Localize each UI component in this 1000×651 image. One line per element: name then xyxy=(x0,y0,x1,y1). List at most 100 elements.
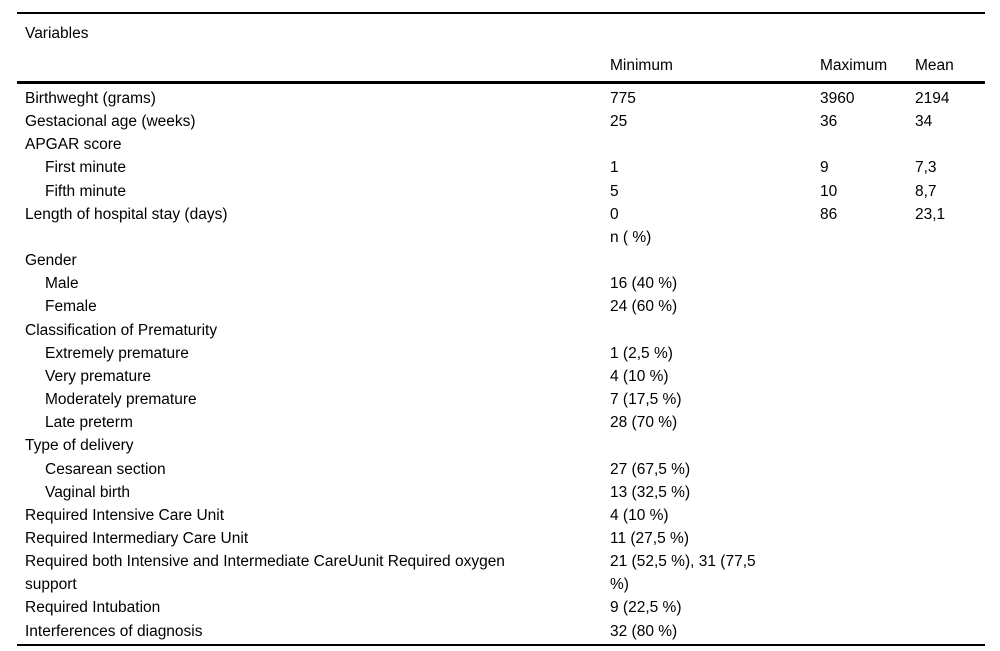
table-row: First minute 1 9 7,3 xyxy=(17,156,985,179)
row-label xyxy=(17,226,530,249)
row-label: Required Intubation xyxy=(25,599,161,617)
row-min-value: 775 xyxy=(610,90,636,107)
table-row: Male 16 (40 %) xyxy=(17,272,985,295)
row-max-value xyxy=(820,226,915,249)
table-row: Female 24 (60 %) xyxy=(17,295,985,318)
row-mean-value xyxy=(915,319,985,342)
row-label: Gender xyxy=(25,252,77,270)
table-top-rule xyxy=(17,12,985,14)
row-mean-value xyxy=(915,434,985,457)
row-max-value xyxy=(820,550,915,573)
row-min-value: 24 (60 %) xyxy=(610,298,678,316)
table-row: Extremely premature 1 (2,5 %) xyxy=(17,342,985,365)
row-label: Male xyxy=(45,275,79,293)
table-row: APGAR score xyxy=(17,133,985,156)
row-min-value: 1 xyxy=(610,159,619,177)
row-label: Type of delivery xyxy=(25,437,134,455)
row-mean-value xyxy=(915,272,985,295)
row-mean-value xyxy=(915,620,985,643)
row-mean-value xyxy=(915,481,985,504)
row-label: Vaginal birth xyxy=(45,483,131,501)
row-mean-value xyxy=(915,458,985,481)
row-label: Required Intermediary Care Unit xyxy=(25,529,249,547)
row-min-value: 13 (32,5 %) xyxy=(610,483,691,501)
row-min-value: 28 (70 %) xyxy=(610,414,678,432)
table-row: Moderately premature 7 (17,5 %) xyxy=(17,388,985,411)
row-mean-value: 2194 xyxy=(915,90,950,107)
table-row: Required both Intensive and Intermediate… xyxy=(17,550,985,596)
row-max-value xyxy=(820,434,915,457)
row-label: Very premature xyxy=(45,367,151,385)
table-row: Fifth minute 5 10 8,7 xyxy=(17,180,985,203)
table-row: Interferences of diagnosis 32 (80 %) xyxy=(17,620,985,643)
column-header-minimum: Minimum xyxy=(610,57,673,74)
row-max-value xyxy=(820,295,915,318)
row-max-value: 9 xyxy=(820,159,829,177)
row-min-value: 4 (10 %) xyxy=(610,367,669,385)
row-max-value xyxy=(820,133,915,156)
row-mean-value xyxy=(915,133,985,156)
table-header-rule xyxy=(17,81,985,84)
row-min-value: 16 (40 %) xyxy=(610,275,678,293)
table-row: Very premature 4 (10 %) xyxy=(17,365,985,388)
table-row: Required Intermediary Care Unit 11 (27,5… xyxy=(17,527,985,550)
row-mean-value xyxy=(915,342,985,365)
row-max-value: 36 xyxy=(820,113,838,131)
row-min-value xyxy=(610,434,768,457)
row-mean-value xyxy=(915,295,985,318)
row-mean-value: 34 xyxy=(915,113,933,131)
row-label: APGAR score xyxy=(25,136,122,154)
row-min-value: 5 xyxy=(610,182,619,200)
row-mean-value xyxy=(915,504,985,527)
row-label: Classification of Prematurity xyxy=(25,321,218,339)
row-max-value xyxy=(820,342,915,365)
table-row: Cesarean section 27 (67,5 %) xyxy=(17,458,985,481)
row-mean-value xyxy=(915,550,985,573)
row-label: Birthweght (grams) xyxy=(25,90,156,107)
row-min-value: 9 (22,5 %) xyxy=(610,599,682,617)
row-label: Required both Intensive and Intermediate… xyxy=(25,553,505,594)
row-min-value: 27 (67,5 %) xyxy=(610,460,691,478)
row-label: Late preterm xyxy=(45,414,133,432)
column-header-mean: Mean xyxy=(915,57,954,74)
row-label: Length of hospital stay (days) xyxy=(25,205,228,223)
row-min-value xyxy=(610,249,768,272)
row-max-value xyxy=(820,596,915,619)
statistics-table: Variables Minimum Maximum Mean Birthwegh… xyxy=(17,12,985,646)
row-max-value: 86 xyxy=(820,205,838,223)
row-mean-value: 8,7 xyxy=(915,182,937,200)
row-min-value: 25 xyxy=(610,113,628,131)
row-max-value xyxy=(820,504,915,527)
row-label: Interferences of diagnosis xyxy=(25,622,203,640)
row-label: Required Intensive Care Unit xyxy=(25,506,225,524)
row-mean-value xyxy=(915,388,985,411)
table-row: Late preterm 28 (70 %) xyxy=(17,411,985,434)
row-max-value: 10 xyxy=(820,182,838,200)
row-min-value: 1 (2,5 %) xyxy=(610,344,673,362)
row-min-value: n ( %) xyxy=(610,228,652,246)
table-row: Gender xyxy=(17,249,985,272)
row-max-value xyxy=(820,458,915,481)
row-max-value: 3960 xyxy=(820,90,855,107)
table-row: Gestacional age (weeks) 25 36 34 xyxy=(17,110,985,133)
row-max-value xyxy=(820,481,915,504)
table-bottom-rule xyxy=(17,643,985,646)
row-min-value xyxy=(610,133,768,156)
table-row: Required Intubation 9 (22,5 %) xyxy=(17,596,985,619)
row-min-value: 11 (27,5 %) xyxy=(610,529,689,547)
row-max-value xyxy=(820,249,915,272)
row-label: First minute xyxy=(45,159,126,177)
row-mean-value xyxy=(915,411,985,434)
row-mean-value xyxy=(915,596,985,619)
table-row: Classification of Prematurity xyxy=(17,319,985,342)
row-max-value xyxy=(820,411,915,434)
row-min-value: 4 (10 %) xyxy=(610,506,669,524)
row-mean-value: 23,1 xyxy=(915,205,946,223)
row-min-value: 21 (52,5 %), 31 (77,5 %) xyxy=(610,553,756,594)
row-mean-value xyxy=(915,249,985,272)
row-label: Female xyxy=(45,298,97,316)
row-max-value xyxy=(820,272,915,295)
table-row: n ( %) xyxy=(17,226,985,249)
row-mean-value: 7,3 xyxy=(915,159,937,177)
